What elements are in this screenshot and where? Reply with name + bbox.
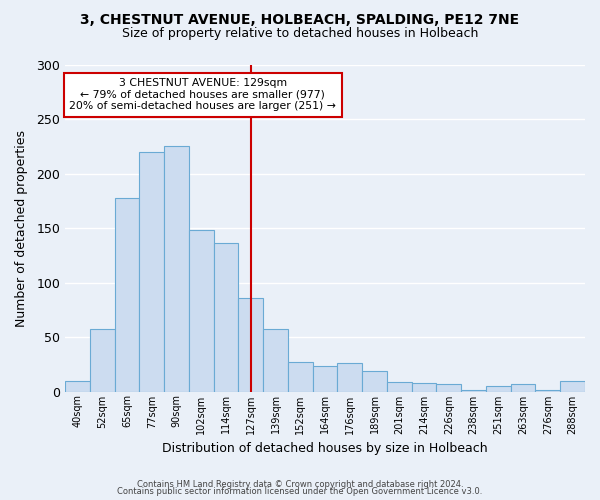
Bar [263, 330, 288, 392]
Bar [115, 198, 139, 392]
Bar [461, 390, 486, 392]
Bar [535, 390, 560, 392]
Bar [313, 366, 337, 392]
Bar [486, 386, 511, 392]
X-axis label: Distribution of detached houses by size in Holbeach: Distribution of detached houses by size … [162, 442, 488, 455]
Bar [511, 384, 535, 392]
Bar [412, 383, 436, 392]
Bar [436, 384, 461, 392]
Bar [560, 380, 585, 392]
Text: 3, CHESTNUT AVENUE, HOLBEACH, SPALDING, PE12 7NE: 3, CHESTNUT AVENUE, HOLBEACH, SPALDING, … [80, 12, 520, 26]
Bar [90, 330, 115, 392]
Bar [337, 363, 362, 392]
Bar [189, 230, 214, 392]
Bar [362, 371, 387, 392]
Y-axis label: Number of detached properties: Number of detached properties [15, 130, 28, 327]
Bar [164, 146, 189, 392]
Text: Contains HM Land Registry data © Crown copyright and database right 2024.: Contains HM Land Registry data © Crown c… [137, 480, 463, 489]
Bar [214, 244, 238, 392]
Bar [65, 380, 90, 392]
Text: 3 CHESTNUT AVENUE: 129sqm
← 79% of detached houses are smaller (977)
20% of semi: 3 CHESTNUT AVENUE: 129sqm ← 79% of detac… [70, 78, 336, 112]
Bar [139, 152, 164, 392]
Text: Contains public sector information licensed under the Open Government Licence v3: Contains public sector information licen… [118, 488, 482, 496]
Text: Size of property relative to detached houses in Holbeach: Size of property relative to detached ho… [122, 28, 478, 40]
Bar [238, 298, 263, 392]
Bar [387, 382, 412, 392]
Bar [288, 362, 313, 392]
